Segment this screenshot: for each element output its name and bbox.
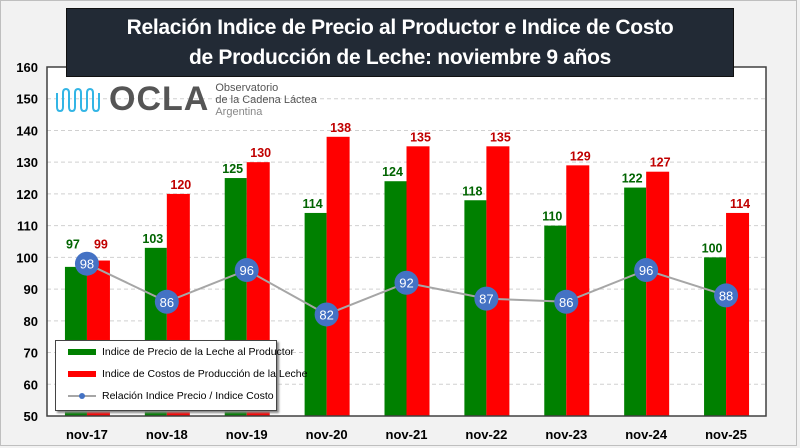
- bar-cost: [326, 136, 350, 417]
- ratio-label: 96: [239, 263, 253, 278]
- bar-price: [384, 181, 407, 416]
- data-label-cost: 120: [170, 178, 191, 192]
- data-label-price: 97: [66, 238, 80, 252]
- data-label-price: 118: [462, 184, 482, 198]
- ratio-label: 82: [319, 307, 333, 322]
- y-tick-label: 110: [17, 219, 38, 234]
- bar-price: [464, 200, 487, 416]
- legend-label: Indice de Precio de la Leche al Producto…: [102, 346, 295, 358]
- ratio-label: 88: [719, 288, 733, 303]
- logo-line-2: de la Cadena Láctea: [215, 93, 317, 106]
- x-tick-label: nov-19: [226, 427, 268, 442]
- legend: Indice de Precio de la Leche al Producto…: [55, 340, 307, 411]
- ratio-label: 86: [559, 295, 573, 310]
- data-label-price: 122: [622, 172, 643, 186]
- title-line-1: Relación Indice de Precio al Productor e…: [126, 16, 674, 39]
- x-tick-label: nov-17: [66, 427, 108, 442]
- x-tick-label: nov-20: [306, 427, 348, 442]
- y-tick-label: 160: [16, 60, 38, 75]
- data-label-cost: 127: [650, 156, 671, 170]
- ratio-marker: [474, 286, 499, 311]
- title-line-2: de Producción de Leche: noviembre 9 años: [188, 46, 612, 69]
- ratio-marker: [714, 283, 739, 308]
- ratio-label: 98: [80, 257, 94, 272]
- x-tick-label: nov-24: [625, 427, 668, 442]
- y-tick-label: 150: [16, 92, 38, 107]
- bar-price: [624, 187, 647, 416]
- legend-swatch-red: [68, 371, 96, 377]
- ratio-label: 87: [479, 292, 493, 307]
- wave-logo-icon: [56, 87, 100, 112]
- legend-item-ratio: Relación Indice Precio / Indice Costo: [56, 385, 276, 407]
- ratio-marker: [314, 302, 339, 327]
- y-tick-label: 50: [24, 409, 38, 424]
- ratio-label: 86: [160, 295, 174, 310]
- ratio-marker: [154, 289, 179, 314]
- legend-label: Indice de Costos de Producción de la Lec…: [102, 368, 308, 380]
- legend-line-marker: [68, 393, 96, 399]
- legend-item-cost: Indice de Costos de Producción de la Lec…: [56, 363, 307, 385]
- y-tick-label: 80: [24, 314, 38, 329]
- x-tick-label: nov-23: [545, 427, 587, 442]
- data-label-cost: 129: [570, 149, 591, 163]
- bar-cost: [486, 146, 510, 416]
- ratio-marker: [394, 270, 419, 295]
- data-label-cost: 135: [490, 130, 511, 144]
- data-label-cost: 114: [730, 197, 750, 211]
- x-tick-label: nov-21: [386, 427, 428, 442]
- y-tick-label: 120: [16, 187, 38, 202]
- legend-swatch-green: [68, 349, 96, 355]
- y-tick-label: 100: [16, 250, 38, 265]
- x-tick-label: nov-25: [705, 427, 747, 442]
- x-tick-label: nov-18: [146, 427, 188, 442]
- data-label-price: 100: [702, 241, 723, 255]
- y-tick-label: 90: [24, 282, 38, 297]
- ratio-marker: [554, 289, 579, 314]
- logo-word: OCLA: [109, 80, 210, 118]
- ratio-marker: [74, 251, 99, 276]
- data-label-price: 114: [303, 197, 323, 211]
- chart-title: Relación Indice de Precio al Productor e…: [66, 8, 734, 77]
- data-label-cost: 99: [94, 238, 108, 252]
- bar-cost: [566, 165, 590, 416]
- bar-cost: [646, 171, 670, 416]
- ratio-label: 92: [399, 276, 413, 291]
- ratio-marker: [634, 258, 659, 283]
- y-tick-label: 60: [24, 377, 38, 392]
- y-tick-label: 130: [16, 155, 38, 170]
- data-label-price: 124: [382, 165, 403, 179]
- logo-line-1: Observatorio: [215, 81, 279, 94]
- ratio-marker: [234, 258, 259, 283]
- data-label-price: 125: [222, 162, 243, 176]
- ratio-label: 96: [639, 263, 653, 278]
- data-label-price: 110: [542, 210, 562, 224]
- data-label-cost: 135: [410, 130, 431, 144]
- bar-price: [704, 257, 727, 416]
- data-label-cost: 130: [250, 146, 271, 160]
- y-tick-label: 70: [24, 346, 38, 361]
- x-tick-label: nov-22: [465, 427, 507, 442]
- bar-cost: [726, 212, 750, 416]
- legend-item-price: Indice de Precio de la Leche al Producto…: [56, 341, 294, 363]
- data-label-cost: 138: [330, 121, 351, 135]
- legend-label: Relación Indice Precio / Indice Costo: [102, 390, 274, 402]
- logo-line-3: Argentina: [215, 105, 263, 118]
- bar-price: [544, 225, 567, 416]
- y-tick-label: 140: [16, 123, 38, 138]
- ocla-logo: OCLA Observatorio de la Cadena Láctea Ar…: [55, 80, 317, 119]
- data-label-price: 103: [142, 232, 163, 246]
